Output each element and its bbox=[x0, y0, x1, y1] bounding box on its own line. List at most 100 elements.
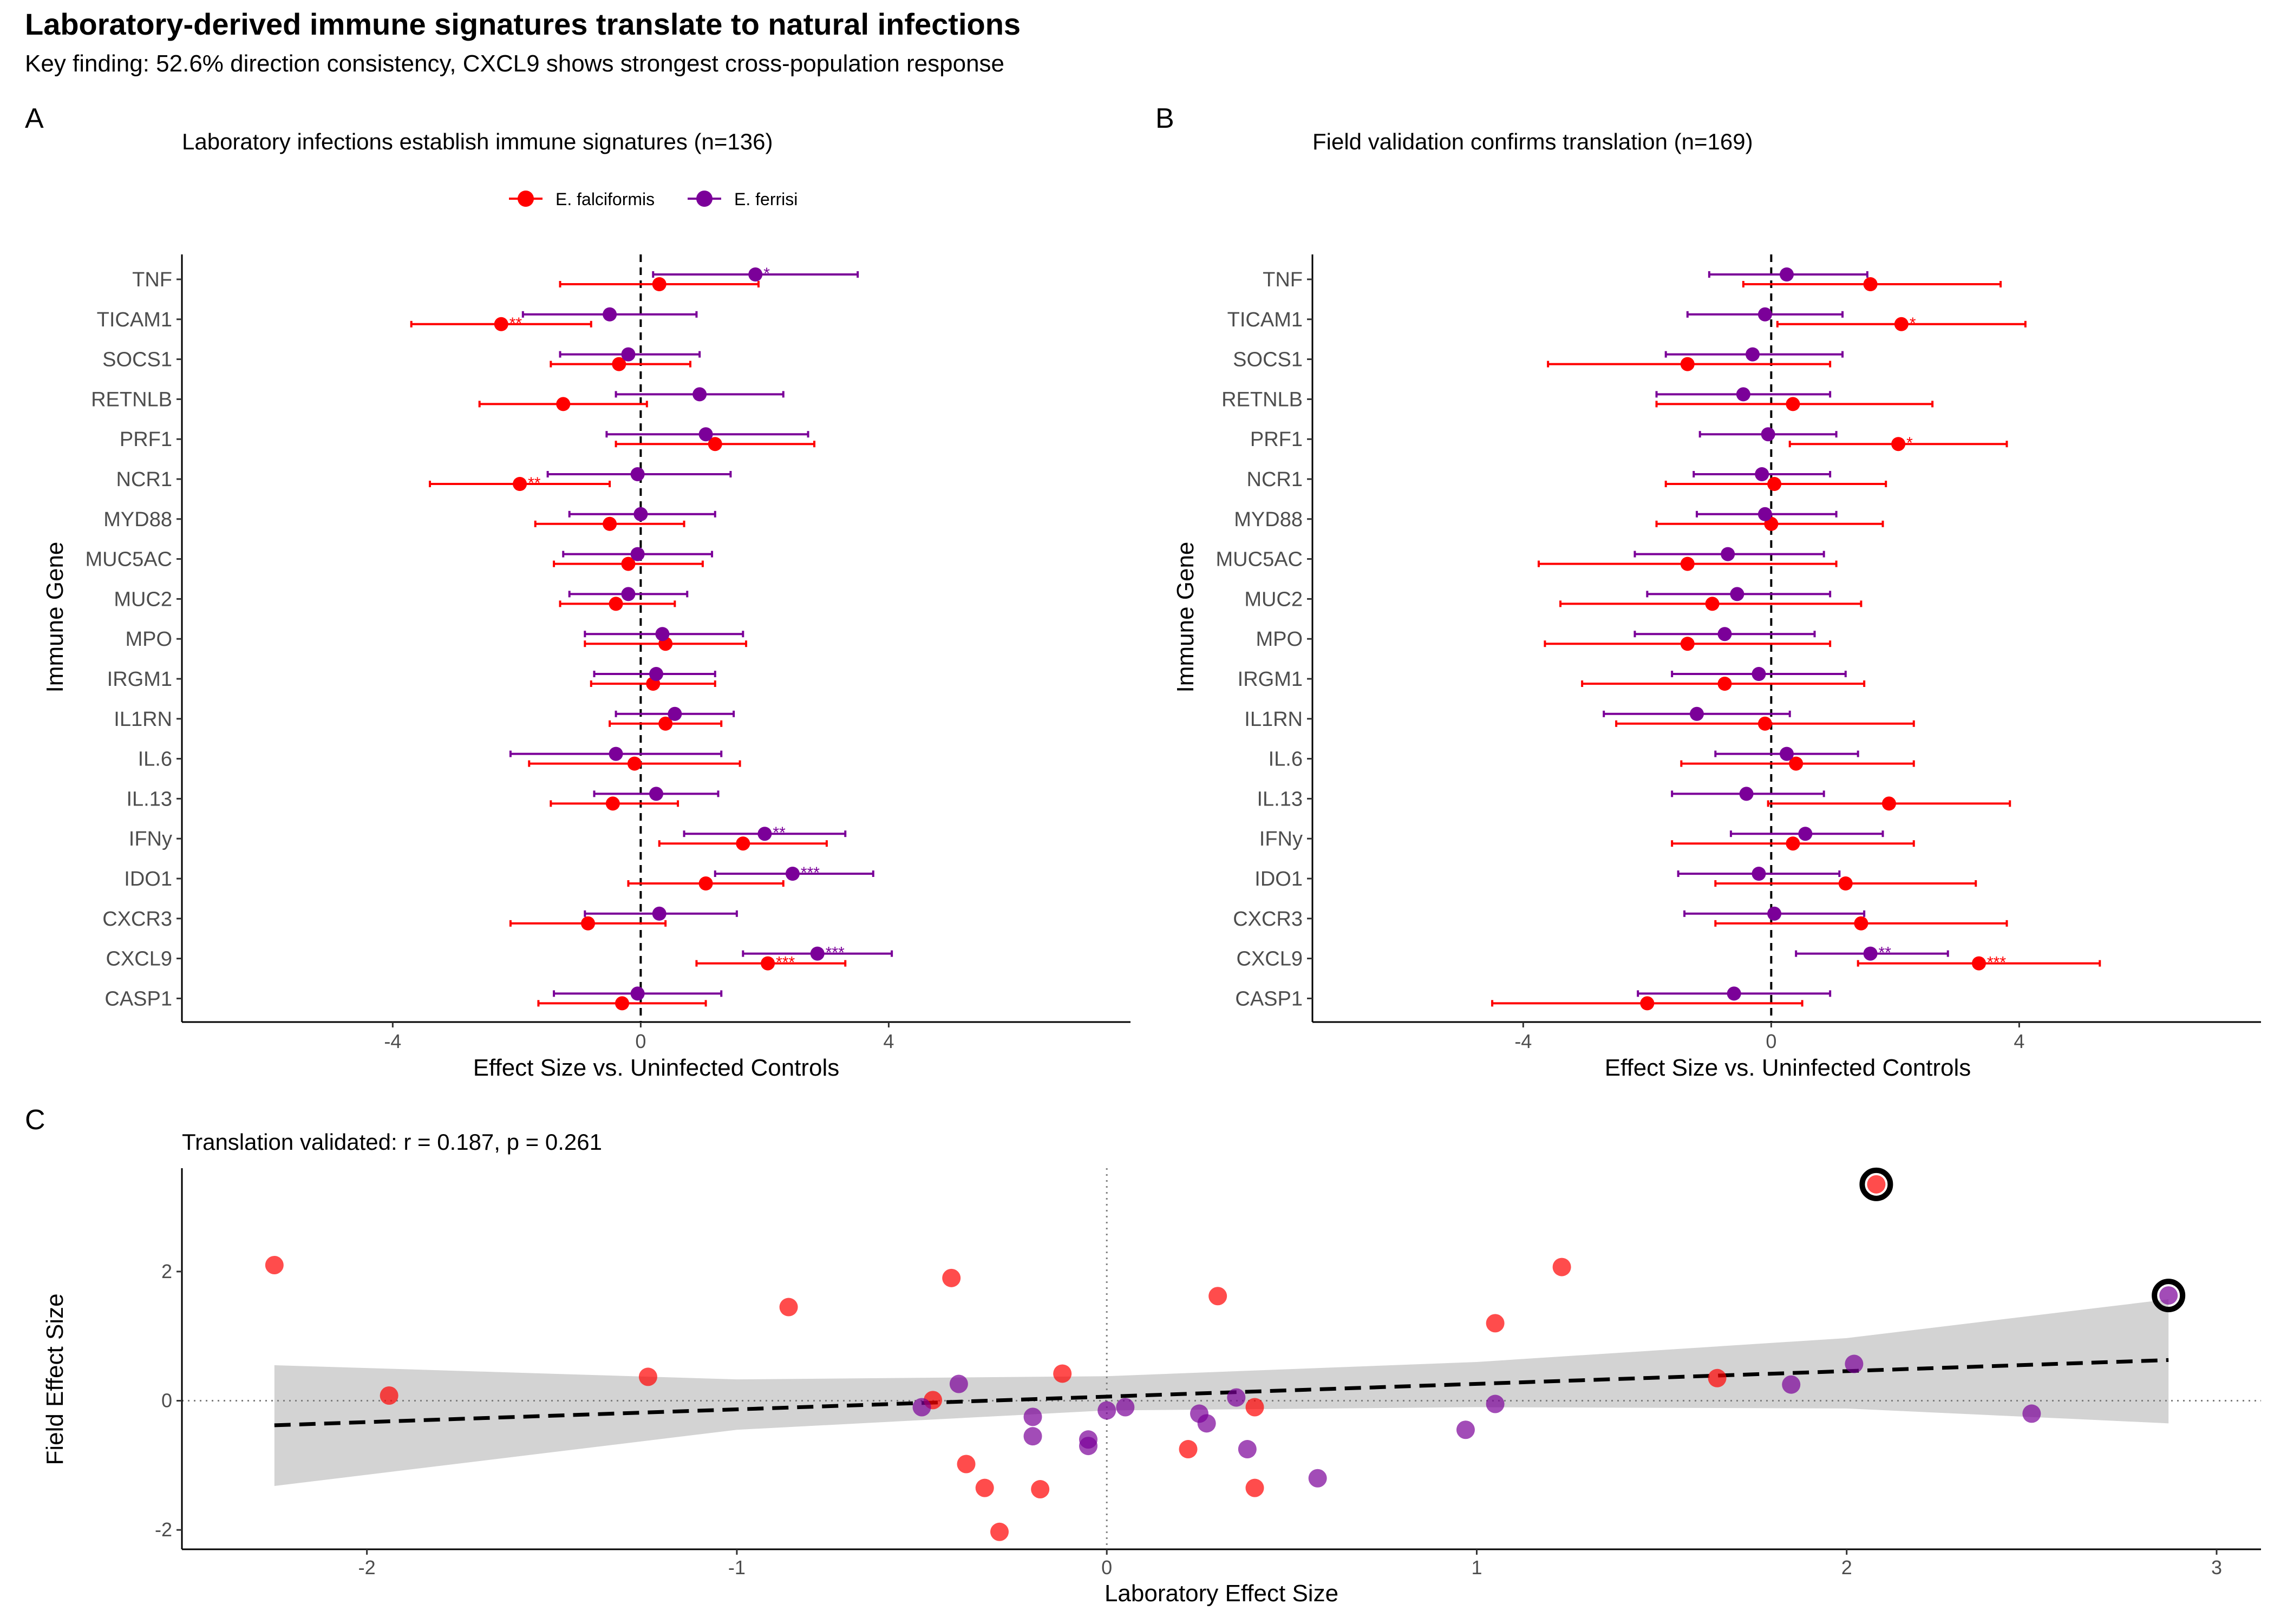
panel-c-falciformis-point bbox=[975, 1478, 994, 1497]
panel-b-gene-label: IL1RN bbox=[1244, 708, 1303, 731]
panel-c-ytick-label: -2 bbox=[155, 1518, 172, 1541]
panel-c-ferrisi-point bbox=[912, 1398, 931, 1417]
panel-a-gene-label: SOCS1 bbox=[102, 349, 172, 371]
panel-b-falciformis-point bbox=[1767, 477, 1782, 491]
panel-a-ferrisi-point bbox=[630, 467, 645, 481]
panel-b-gene-label: IL.13 bbox=[1257, 788, 1303, 810]
panel-b-falciformis-point bbox=[1680, 556, 1695, 571]
panel-c-ferrisi-point bbox=[1023, 1407, 1042, 1426]
panel-b-plot: TNF TICAM1 SOCS1 RETNLB PRF1 NCR1 MYD88 MUC5AC M… bbox=[1216, 254, 2261, 1052]
panel-c-falciformis-point bbox=[1208, 1287, 1227, 1306]
panel-a-gene-label: CXCR3 bbox=[102, 908, 172, 931]
panel-a-ferrisi-sig: ** bbox=[773, 824, 786, 842]
panel-c-xtick-label: -1 bbox=[728, 1556, 746, 1579]
panel-b-ferrisi-point bbox=[1780, 746, 1794, 761]
panel-a-plot: TNF TICAM1 SOCS1 RETNLB PRF1 NCR1 MYD88 MUC5AC M… bbox=[86, 254, 1131, 1052]
panel-c-ferrisi-point bbox=[2022, 1404, 2041, 1423]
panel-a-ferrisi-point bbox=[609, 746, 623, 761]
panel-b-ferrisi-point bbox=[1736, 387, 1750, 402]
panel-a-falciformis-point bbox=[581, 916, 596, 931]
panel-a-falciformis-point bbox=[494, 317, 508, 331]
panel-c-ferrisi-point bbox=[1782, 1375, 1801, 1394]
panel-b-ferrisi-point bbox=[1755, 467, 1769, 481]
panel-b-gene-label: IL.6 bbox=[1269, 748, 1303, 771]
panel-c-ferrisi-point bbox=[2159, 1286, 2178, 1305]
panel-c-ferrisi-point bbox=[1079, 1437, 1098, 1456]
panel-b-ferrisi-point bbox=[1730, 587, 1744, 601]
panel-b-falciformis-point bbox=[1786, 397, 1800, 411]
panel-a-ferrisi-sig: * bbox=[763, 265, 770, 283]
panel-a-falciformis-sig: ** bbox=[528, 474, 541, 492]
panel-b-gene-label: IDO1 bbox=[1254, 868, 1303, 890]
panel-a-ferrisi-point bbox=[633, 507, 648, 521]
panel-c-xtick-label: 0 bbox=[1101, 1556, 1112, 1579]
panel-a-ferrisi-point bbox=[810, 946, 825, 961]
panel-b-gene-label: MUC5AC bbox=[1216, 548, 1303, 571]
panel-b-letter: B bbox=[1155, 103, 1174, 134]
panel-a-xlabel: Effect Size vs. Uninfected Controls bbox=[473, 1055, 840, 1081]
legend-falciformis-dot bbox=[518, 191, 534, 207]
panel-a-falciformis-point bbox=[658, 716, 673, 731]
panel-a-ferrisi-point bbox=[668, 706, 682, 721]
panel-c-falciformis-point bbox=[1245, 1478, 1264, 1497]
panel-a-gene-label: CASP1 bbox=[104, 987, 172, 1010]
panel-b-falciformis-point bbox=[1680, 637, 1695, 651]
panel-b-xtick-label: 4 bbox=[2014, 1030, 2024, 1052]
panel-a-gene-label: IFNy bbox=[129, 828, 172, 850]
panel-a-ferrisi-sig: *** bbox=[826, 944, 845, 962]
panel-c-xtick-label: 3 bbox=[2211, 1556, 2222, 1579]
panel-c-falciformis-point bbox=[1179, 1440, 1198, 1459]
panel-c-falciformis-point bbox=[1552, 1258, 1571, 1276]
panel-a-ylabel: Immune Gene bbox=[42, 542, 68, 693]
panel-a-gene-label: NCR1 bbox=[116, 468, 172, 491]
panel-b-ferrisi-point bbox=[1757, 307, 1772, 322]
panel-a-gene-label: TNF bbox=[132, 269, 172, 291]
legend-ferrisi-dot bbox=[696, 191, 713, 207]
panel-b-ferrisi-point bbox=[1721, 547, 1735, 561]
panel-a-ferrisi-point bbox=[785, 867, 800, 881]
panel-a-title: Laboratory infections establish immune s… bbox=[182, 129, 773, 154]
panel-c-highlight-ring bbox=[1859, 1167, 1893, 1201]
panel-c-falciformis-point bbox=[1708, 1368, 1727, 1387]
panel-c-ferrisi-point bbox=[1238, 1440, 1257, 1459]
panel-a-gene-label: IL.13 bbox=[126, 788, 172, 810]
panel-c-ferrisi-point bbox=[1023, 1427, 1042, 1446]
panel-b-falciformis-sig: * bbox=[1906, 434, 1913, 452]
panel-c-ylabel: Field Effect Size bbox=[42, 1293, 68, 1465]
panel-a-ferrisi-point bbox=[621, 347, 636, 362]
panel-c-ferrisi-point bbox=[1308, 1469, 1327, 1488]
panel-b-gene-label: MUC2 bbox=[1244, 588, 1303, 611]
panel-c-title: Translation validated: r = 0.187, p = 0.… bbox=[182, 1129, 602, 1155]
panel-a-ferrisi-point bbox=[698, 427, 713, 442]
panel-c-ferrisi-point bbox=[1197, 1414, 1216, 1433]
panel-a-gene-label: IDO1 bbox=[124, 868, 172, 890]
panel-b-gene-label: NCR1 bbox=[1247, 468, 1303, 491]
panel-c-xlabel: Laboratory Effect Size bbox=[1105, 1580, 1338, 1607]
panel-b-gene-label: CXCL9 bbox=[1237, 948, 1303, 971]
panel-b-falciformis-point bbox=[1789, 756, 1803, 771]
panel-b-ferrisi-sig: ** bbox=[1879, 944, 1892, 962]
figure-title: Laboratory-derived immune signatures tra… bbox=[25, 7, 1021, 41]
panel-c-falciformis-point bbox=[990, 1522, 1009, 1541]
panel-b-gene-label: RETNLB bbox=[1221, 388, 1303, 411]
panel-b-gene-label: TNF bbox=[1263, 269, 1303, 291]
panel-a-gene-label: TICAM1 bbox=[97, 309, 172, 331]
panel-b-ferrisi-point bbox=[1757, 507, 1772, 521]
panel-c-falciformis-point bbox=[957, 1455, 976, 1474]
panel-c-ytick-label: 0 bbox=[161, 1390, 172, 1412]
panel-c-ferrisi-point bbox=[1845, 1354, 1864, 1373]
panel-c-ferrisi-point bbox=[1097, 1401, 1116, 1420]
panel-b-falciformis-point bbox=[1894, 317, 1909, 331]
panel-a-gene-label: MPO bbox=[125, 628, 172, 651]
panel-c-falciformis-point bbox=[779, 1298, 798, 1317]
panel-a-letter: A bbox=[25, 103, 44, 134]
panel-a-falciformis-point bbox=[609, 597, 623, 611]
panel-c-ferrisi-point bbox=[949, 1374, 968, 1393]
panel-a-xtick-label: -4 bbox=[384, 1030, 401, 1052]
panel-a-gene-label: CXCL9 bbox=[106, 948, 173, 971]
panel-a-gene-label: IL1RN bbox=[114, 708, 172, 731]
panel-a-ferrisi-point bbox=[692, 387, 707, 402]
panel-b-falciformis-point bbox=[1838, 876, 1853, 890]
panel-c-letter: C bbox=[25, 1104, 45, 1136]
panel-b-ferrisi-point bbox=[1739, 787, 1754, 801]
